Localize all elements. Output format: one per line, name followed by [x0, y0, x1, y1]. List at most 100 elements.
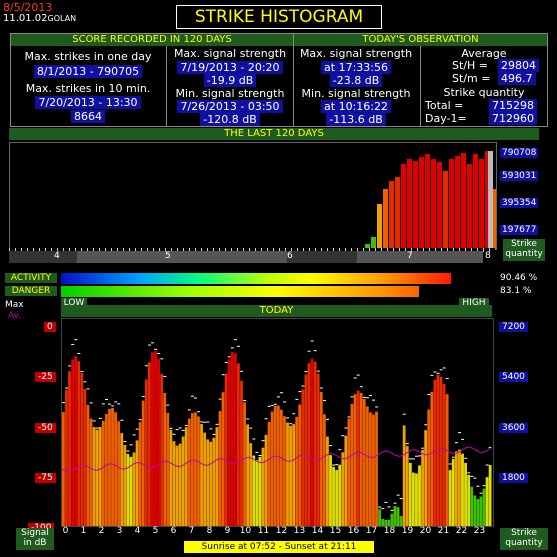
last120-bars: [365, 151, 496, 249]
today-max-dot: [206, 421, 210, 423]
last120-title: THE LAST 120 DAYS: [9, 128, 539, 140]
today-bars: [61, 339, 493, 526]
max-10min-value: 8664: [71, 110, 105, 123]
today-bar: [347, 418, 351, 526]
hour-label: 21: [437, 526, 450, 536]
today-bar: [80, 373, 84, 526]
sth-label: St/H =: [452, 59, 488, 72]
today-bar: [329, 455, 332, 526]
today-bar: [147, 362, 151, 526]
month-7: 7: [407, 251, 413, 261]
today-bar: [442, 384, 446, 526]
hour-label: 10: [239, 526, 252, 536]
today-max-dot: [252, 438, 256, 440]
today-bar: [439, 376, 443, 526]
today-bar: [163, 393, 167, 526]
last120-bar: [491, 189, 496, 249]
today-max-dot: [381, 508, 385, 510]
hour-label: 1: [80, 526, 87, 536]
today-max-dot: [135, 428, 139, 430]
today-bar: [335, 470, 339, 526]
today-bar: [71, 359, 75, 526]
today-max-dot: [276, 396, 280, 398]
today-strike-quantity-label: Strike quantity: [500, 528, 548, 550]
today-max-dot: [390, 509, 394, 511]
today-bar: [270, 411, 274, 526]
today-max-dot: [322, 400, 326, 402]
today-bar: [141, 400, 145, 526]
today-bar: [62, 412, 65, 526]
today-bar: [144, 379, 148, 526]
hour-label: 13: [293, 526, 306, 536]
last120-chart: [9, 142, 497, 250]
danger-meter: [61, 286, 492, 297]
hour-label: 12: [275, 526, 288, 536]
today-bar: [359, 392, 363, 526]
today-max-dot: [126, 450, 130, 452]
today-bar: [169, 429, 173, 526]
last120-bar: [407, 159, 412, 249]
today-bar: [172, 441, 176, 526]
today-max-dot: [83, 381, 87, 383]
last120-bar: [461, 153, 466, 249]
today-max-dot: [270, 404, 274, 406]
signal-db-label: Signal in dB: [16, 528, 54, 550]
page-title: STRIKE HISTOGRAM: [176, 5, 382, 29]
max-signal-value: -19.9 dB: [203, 74, 257, 87]
last120-bar-today: [488, 151, 493, 249]
hour-label: 2: [98, 526, 105, 536]
today-bar: [307, 363, 311, 526]
today-max-dot: [108, 403, 112, 405]
today-max-dot: [197, 411, 201, 413]
today-bar: [473, 495, 477, 526]
today-bar: [313, 361, 317, 526]
today-max-signal-value: -23.8 dB: [329, 74, 383, 87]
today-bar: [233, 353, 237, 526]
location-label: GOLAN: [47, 14, 77, 23]
today-max-dot: [172, 433, 176, 435]
today-bar: [381, 518, 385, 526]
left-scale-75: -75: [35, 473, 56, 483]
right-scale-1800: 1800: [499, 473, 528, 483]
today-max-dot: [273, 403, 277, 405]
today-bar: [273, 405, 277, 526]
today-max-dot: [89, 402, 93, 404]
today-max-dot: [372, 399, 376, 401]
today-bar: [353, 394, 357, 526]
today-bar: [488, 464, 492, 526]
today-max-dot: [246, 418, 250, 420]
today-max-dot: [123, 441, 127, 443]
av-legend: Av.: [8, 311, 22, 321]
today-bar: [86, 405, 90, 526]
today-bar: [246, 424, 249, 526]
today-panel-title: TODAY'S OBSERVATION: [294, 34, 547, 46]
last120-bar: [443, 171, 448, 249]
today-bar: [454, 451, 458, 526]
today-bar: [362, 398, 366, 526]
low-label: LOW: [61, 298, 87, 308]
today-max-dot: [261, 440, 265, 442]
today-max-dot: [488, 446, 492, 448]
hour-label: 0: [62, 526, 69, 536]
today-max-dot: [129, 444, 133, 446]
today-bar: [95, 429, 99, 526]
today-max-dot: [154, 348, 158, 350]
last120-bar: [377, 204, 382, 249]
today-bar: [298, 404, 302, 526]
today-bar: [295, 416, 299, 526]
today-bar: [378, 509, 382, 526]
today-max-dot: [236, 345, 240, 347]
today-bar: [458, 449, 461, 526]
activity-value: 90.46 %: [500, 273, 538, 283]
today-min-signal-value: -113.6 dB: [326, 113, 386, 126]
today-max-dot: [264, 418, 268, 420]
today-bar: [402, 425, 406, 526]
today-max-dot: [384, 501, 388, 503]
today-bar: [482, 488, 486, 526]
today-max-dot: [98, 417, 102, 419]
month-5: 5: [165, 251, 171, 261]
today-bar: [467, 474, 471, 526]
today-max-dot: [190, 395, 194, 397]
today-max-dot: [298, 391, 302, 393]
today-max-dot: [408, 458, 412, 460]
